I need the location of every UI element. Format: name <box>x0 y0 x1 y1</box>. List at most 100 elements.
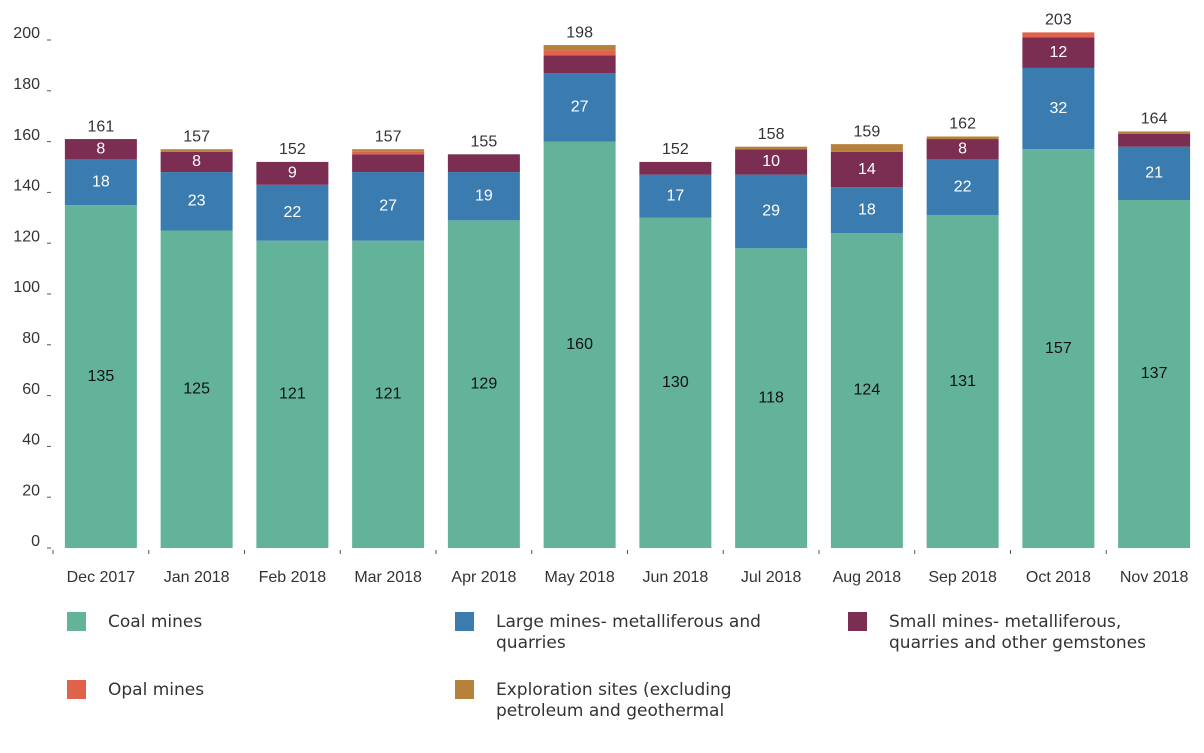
data-label: 14 <box>858 161 876 178</box>
y-tick-label: 0 <box>31 533 40 550</box>
bar-segment <box>830 187 903 234</box>
y-tick-label: 200 <box>13 25 40 42</box>
y-tick-label: 120 <box>13 228 40 245</box>
data-label: 121 <box>375 386 402 403</box>
total-label: 161 <box>88 118 115 135</box>
x-tick-label: Nov 2018 <box>1120 569 1189 586</box>
bar-segment <box>735 146 808 150</box>
legend-label: Large mines- metalliferous and quarries <box>496 612 761 653</box>
legend-item: Exploration sites (excluding petroleum a… <box>455 680 761 722</box>
bar-segment <box>1022 37 1095 68</box>
bar-segment <box>160 151 233 173</box>
y-tick-label: 20 <box>22 482 40 499</box>
data-label: 10 <box>762 153 780 170</box>
total-label: 157 <box>375 128 402 145</box>
bar-segment <box>830 144 903 152</box>
bar-segment <box>160 149 233 152</box>
data-label: 118 <box>758 389 784 406</box>
x-tick-label: Mar 2018 <box>354 569 422 586</box>
data-label: 129 <box>471 375 498 392</box>
legend-swatch <box>67 612 86 631</box>
data-label: 135 <box>88 368 115 385</box>
data-label: 22 <box>283 204 301 221</box>
legend-label: Coal mines <box>108 612 203 632</box>
y-tick-label: 100 <box>13 279 40 296</box>
bar-segment <box>64 139 137 160</box>
bar-segment <box>1118 146 1191 201</box>
data-label: 29 <box>762 203 780 220</box>
x-tick-label: Sep 2018 <box>928 569 997 586</box>
y-tick-label: 180 <box>13 76 40 93</box>
legend-item: Opal mines <box>67 680 373 701</box>
total-label: 152 <box>279 141 306 158</box>
y-tick-label: 160 <box>13 127 40 144</box>
y-tick-label: 80 <box>22 330 40 347</box>
data-label: 8 <box>96 140 105 157</box>
bar-segment <box>639 217 712 549</box>
bar-segment <box>64 159 137 206</box>
bar-segment <box>926 136 999 140</box>
total-label: 162 <box>949 116 976 133</box>
bar-segment <box>352 149 425 152</box>
x-tick-label: Feb 2018 <box>259 569 327 586</box>
data-label: 22 <box>954 179 972 196</box>
x-tick-label: Oct 2018 <box>1026 569 1091 586</box>
x-tick-label: Dec 2017 <box>67 569 136 586</box>
x-tick-label: Jul 2018 <box>741 569 802 586</box>
bar-segment <box>352 154 425 173</box>
data-label: 137 <box>1141 365 1168 382</box>
bar-segment <box>639 174 712 218</box>
y-tick-label: 140 <box>13 178 40 195</box>
data-label: 27 <box>571 99 589 116</box>
legend-item: Coal mines <box>67 612 373 633</box>
legend-label: Exploration sites (excluding petroleum a… <box>496 680 732 721</box>
bar-segment <box>256 240 329 548</box>
bar-segment <box>543 55 616 74</box>
data-label: 8 <box>192 153 201 170</box>
total-label: 159 <box>854 123 881 140</box>
bar-segment <box>926 139 999 160</box>
bar-segment <box>160 230 233 548</box>
legend-label: Opal mines <box>108 680 205 700</box>
data-label: 18 <box>858 201 876 218</box>
bar-segment <box>160 172 233 231</box>
bar-segment <box>1118 131 1191 134</box>
bar-segment <box>64 205 137 548</box>
data-label: 27 <box>379 198 397 215</box>
bar-segment <box>256 184 329 241</box>
data-label: 21 <box>1145 165 1163 182</box>
bar-segment <box>830 233 903 549</box>
data-label: 125 <box>183 380 210 397</box>
data-label: 8 <box>958 140 967 157</box>
data-label: 12 <box>1049 44 1067 61</box>
data-label: 124 <box>854 382 881 399</box>
data-label: 9 <box>288 165 297 182</box>
data-label: 19 <box>475 187 493 204</box>
bar-segment <box>352 151 425 155</box>
legend-swatch <box>455 612 474 631</box>
bar-segment <box>735 248 808 548</box>
bar-segment <box>735 174 808 249</box>
bar-segment <box>830 151 903 188</box>
total-label: 198 <box>566 24 593 41</box>
total-label: 155 <box>471 134 498 151</box>
data-label: 157 <box>1045 340 1072 357</box>
bar-segment <box>639 161 712 175</box>
bar-segment <box>1022 32 1095 38</box>
legend-item: Small mines- metalliferous, quarries and… <box>848 612 1169 654</box>
data-label: 23 <box>188 193 206 210</box>
y-tick-label: 40 <box>22 432 40 449</box>
bar-segment <box>926 215 999 548</box>
legend-swatch <box>67 680 86 699</box>
data-label: 18 <box>92 173 110 190</box>
data-label: 130 <box>662 374 689 391</box>
bar-segment <box>1022 149 1095 548</box>
bar-segment <box>352 240 425 548</box>
y-tick-label: 60 <box>22 381 40 398</box>
data-label: 160 <box>566 336 593 353</box>
total-label: 152 <box>662 141 689 158</box>
bar-segment <box>1118 200 1191 548</box>
total-label: 164 <box>1141 111 1168 128</box>
bar-segment <box>543 141 616 548</box>
